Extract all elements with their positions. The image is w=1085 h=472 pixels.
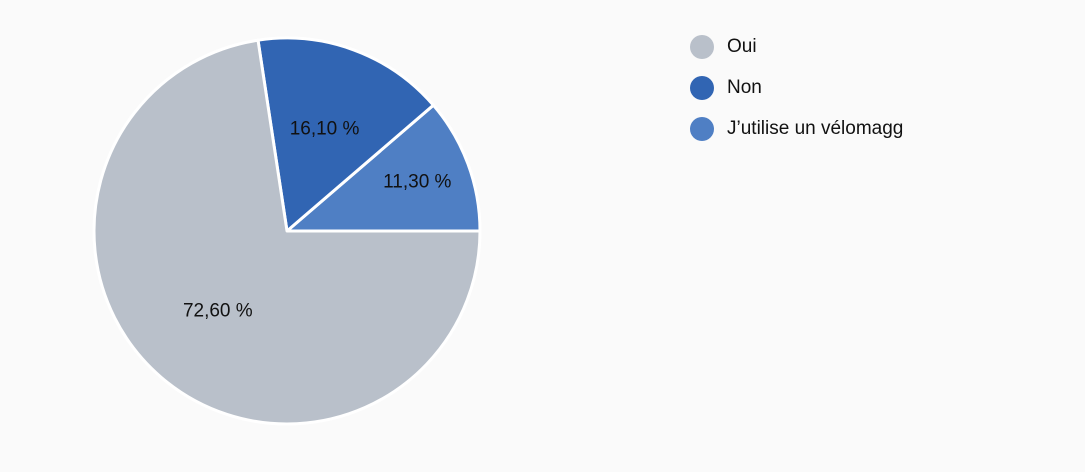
legend-swatch-non <box>690 76 714 100</box>
slice-label-oui: 72,60 % <box>183 301 253 322</box>
legend-item-velomagg: J’utilise un vélomagg <box>690 117 904 141</box>
legend-label-oui: Oui <box>727 36 757 57</box>
pie-slices <box>92 36 482 426</box>
legend-swatch-velomagg <box>690 117 714 141</box>
pie-slice-non <box>256 36 435 233</box>
legend-label-velomagg: J’utilise un vélomagg <box>727 118 904 139</box>
pie-slice-velomagg <box>285 103 482 233</box>
legend: Oui Non J’utilise un vélomagg <box>690 35 904 159</box>
slice-label-non: 16,10 % <box>290 119 360 140</box>
legend-item-non: Non <box>690 76 903 100</box>
legend-swatch-oui <box>690 35 714 59</box>
pie-slice-oui <box>92 38 482 426</box>
slice-label-velomagg: 11,30 % <box>383 172 451 193</box>
pie-slice-labels: 11,30 % 16,10 % 72,60 % <box>183 119 452 322</box>
legend-label-non: Non <box>727 77 762 98</box>
legend-item-oui: Oui <box>690 35 903 59</box>
